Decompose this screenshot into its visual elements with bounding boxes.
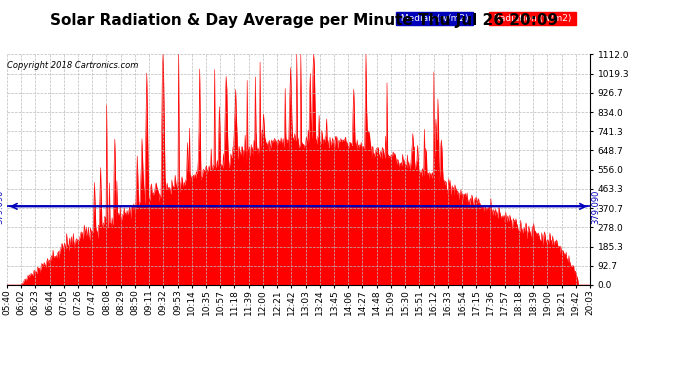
Text: Median (w/m2): Median (w/m2) xyxy=(397,14,471,23)
Text: Copyright 2018 Cartronics.com: Copyright 2018 Cartronics.com xyxy=(8,61,139,70)
Text: 379.090: 379.090 xyxy=(591,189,600,224)
Text: Radiation (w/m2): Radiation (w/m2) xyxy=(491,14,574,23)
Text: 379.090: 379.090 xyxy=(0,189,4,224)
Text: Solar Radiation & Day Average per Minute Thu Jul 26 20:09: Solar Radiation & Day Average per Minute… xyxy=(50,13,558,28)
